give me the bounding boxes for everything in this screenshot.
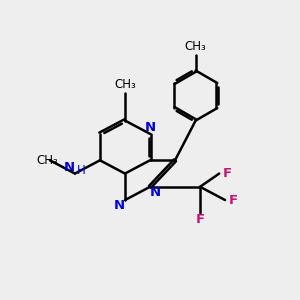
Text: N: N: [64, 161, 75, 174]
Text: CH₃: CH₃: [114, 78, 136, 91]
Text: N: N: [150, 186, 161, 199]
Text: CH₃: CH₃: [185, 40, 206, 53]
Text: N: N: [114, 200, 125, 212]
Text: H: H: [77, 164, 86, 177]
Text: F: F: [196, 213, 205, 226]
Text: CH₃: CH₃: [36, 154, 58, 167]
Text: F: F: [229, 194, 238, 207]
Text: F: F: [223, 167, 232, 180]
Text: N: N: [145, 121, 156, 134]
